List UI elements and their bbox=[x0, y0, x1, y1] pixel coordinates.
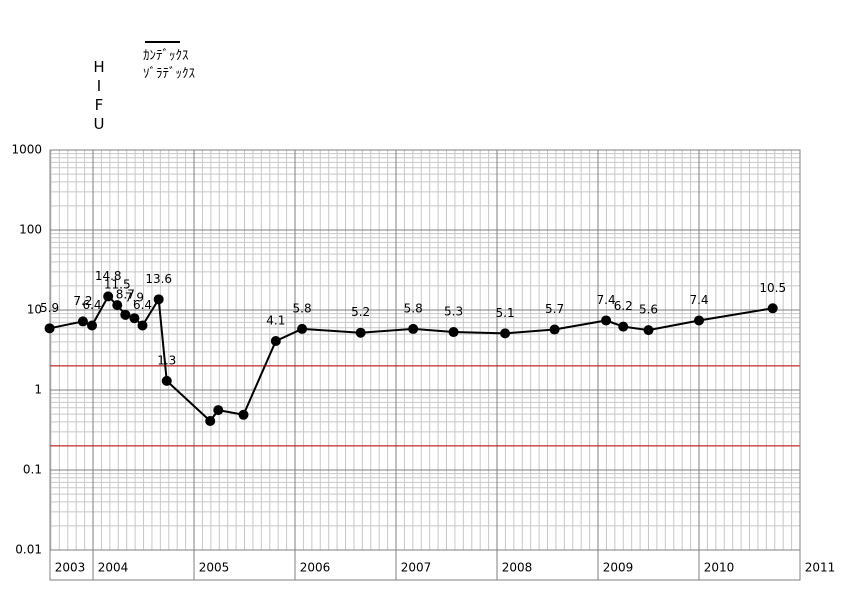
data-point bbox=[767, 303, 778, 314]
data-label: 5.3 bbox=[444, 305, 463, 319]
data-label: 5.8 bbox=[293, 301, 312, 315]
data-label: 5.6 bbox=[639, 303, 658, 317]
y-tick-label: 100 bbox=[19, 223, 42, 237]
data-label: 5.8 bbox=[404, 301, 423, 315]
data-point bbox=[601, 315, 612, 326]
data-label: 5.1 bbox=[496, 306, 515, 320]
data-label: 6.4 bbox=[133, 298, 152, 312]
data-label: 4.1 bbox=[266, 313, 285, 327]
plot-area bbox=[50, 150, 800, 550]
data-point bbox=[270, 335, 281, 346]
data-point bbox=[153, 294, 164, 305]
data-label: 1.3 bbox=[157, 353, 176, 367]
y-tick-label: 1 bbox=[34, 383, 42, 397]
data-label: 14.8 bbox=[95, 269, 122, 283]
data-point bbox=[448, 327, 459, 338]
data-label: 6.2 bbox=[614, 299, 633, 313]
x-tick-label: 2007 bbox=[401, 561, 432, 575]
data-label: 7.2 bbox=[73, 294, 92, 308]
data-point bbox=[694, 315, 705, 326]
data-label: 6.4 bbox=[82, 298, 101, 312]
data-point bbox=[44, 323, 55, 334]
legend-label: ｶﾝﾃﾞｯｸｽ bbox=[143, 49, 189, 64]
plot-border bbox=[49, 149, 801, 581]
legend-label: ｿﾞﾗﾃﾞｯｸｽ bbox=[143, 67, 196, 82]
y-tick-label: 10 bbox=[27, 303, 42, 317]
data-label: 5.2 bbox=[351, 305, 370, 319]
data-point bbox=[87, 320, 98, 331]
data-label: 8.7 bbox=[116, 287, 135, 301]
y-label: HIFU bbox=[90, 58, 108, 134]
data-point bbox=[643, 325, 654, 336]
data-label: 7.4 bbox=[597, 293, 616, 307]
y-tick-label: 0.1 bbox=[23, 463, 42, 477]
data-label: 11.5 bbox=[104, 278, 131, 292]
data-point bbox=[129, 313, 140, 324]
x-tick-label: 2009 bbox=[603, 561, 634, 575]
data-point bbox=[205, 415, 216, 426]
data-label: 7.4 bbox=[689, 293, 708, 307]
x-tick-label: 2003 bbox=[55, 561, 86, 575]
x-tick-label: 2011 bbox=[805, 561, 836, 575]
data-label: 7.9 bbox=[125, 291, 144, 305]
x-tick-label: 2005 bbox=[199, 561, 230, 575]
data-point bbox=[238, 409, 249, 420]
data-label: 5.9 bbox=[40, 301, 59, 315]
y-tick-label: 0.01 bbox=[15, 543, 42, 557]
data-point bbox=[549, 324, 560, 335]
data-point bbox=[137, 320, 148, 331]
x-tick-label: 2008 bbox=[502, 561, 533, 575]
data-point bbox=[297, 323, 308, 334]
data-point bbox=[213, 405, 224, 416]
data-label: 10.5 bbox=[759, 281, 786, 295]
data-point bbox=[618, 321, 629, 332]
data-point bbox=[120, 309, 131, 320]
x-tick-label: 2006 bbox=[300, 561, 331, 575]
data-point bbox=[112, 300, 123, 311]
data-point bbox=[500, 328, 511, 339]
y-tick-label: 1000 bbox=[11, 143, 42, 157]
data-point bbox=[77, 316, 88, 327]
data-label: 13.6 bbox=[145, 272, 172, 286]
x-tick-label: 2010 bbox=[704, 561, 735, 575]
data-point bbox=[355, 327, 366, 338]
data-point bbox=[408, 323, 419, 334]
data-label: 5.7 bbox=[545, 302, 564, 316]
x-tick-label: 2004 bbox=[98, 561, 129, 575]
data-point bbox=[103, 291, 114, 302]
data-point bbox=[161, 375, 172, 386]
